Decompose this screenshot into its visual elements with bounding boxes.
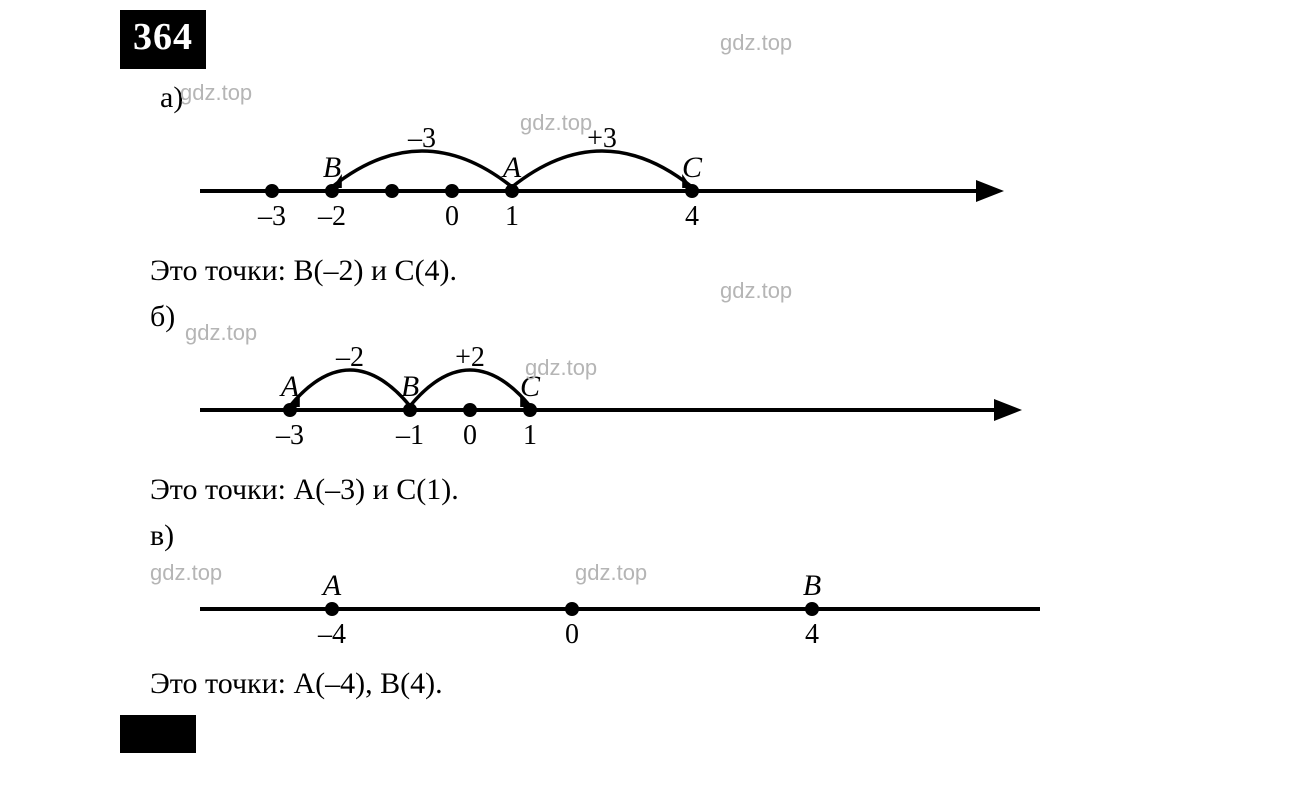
- arc-label: +3: [587, 123, 617, 154]
- tick-label: 0: [565, 619, 579, 650]
- next-problem-box: [120, 715, 196, 753]
- number-line: –4 A 0 4 B: [160, 559, 1040, 654]
- arc: [332, 151, 512, 187]
- tick-label: 0: [445, 201, 459, 232]
- tick-label: –3: [257, 201, 286, 232]
- diagram-b: –3A–1B01C–2+2: [160, 340, 1199, 465]
- arc-label: –3: [407, 123, 436, 154]
- arc: [290, 370, 410, 406]
- tick-dot: [385, 184, 399, 198]
- page: 364 а) –3–2B01A4C–3+3 Это точки: B(–2) и…: [0, 0, 1299, 768]
- tick-label: 4: [805, 619, 819, 650]
- tick-dot: [463, 403, 477, 417]
- part-b-label: б): [150, 300, 1199, 334]
- diagram-c: –4 A 0 4 B: [160, 559, 1199, 659]
- arc: [410, 370, 530, 406]
- point-name: B: [803, 569, 821, 602]
- tick-label: –4: [317, 619, 346, 650]
- tick-label: 4: [685, 201, 699, 232]
- problem-number: 364: [120, 10, 206, 69]
- answer-a: Это точки: B(–2) и C(4).: [150, 254, 1199, 288]
- tick-dot: [325, 602, 339, 616]
- tick-dot: [805, 602, 819, 616]
- point-name: A: [321, 569, 342, 602]
- part-c-label: в): [150, 519, 1199, 553]
- answer-b: Это точки: A(–3) и C(1).: [150, 473, 1199, 507]
- number-line: –3A–1B01C–2+2: [160, 340, 1040, 460]
- tick-label: –3: [275, 420, 304, 451]
- arc-label: –2: [335, 342, 364, 373]
- tick-label: 1: [523, 420, 537, 451]
- arc-label: +2: [455, 342, 485, 373]
- tick-label: –1: [395, 420, 424, 451]
- tick-dot: [565, 602, 579, 616]
- tick-dot: [265, 184, 279, 198]
- arc: [512, 151, 692, 187]
- diagram-a: –3–2B01A4C–3+3: [160, 121, 1199, 246]
- tick-label: –2: [317, 201, 346, 232]
- answer-c: Это точки: A(–4), B(4).: [150, 667, 1199, 701]
- tick-label: 1: [505, 201, 519, 232]
- number-line: –3–2B01A4C–3+3: [160, 121, 1040, 241]
- part-a-label: а): [160, 81, 1199, 115]
- tick-dot: [445, 184, 459, 198]
- tick-label: 0: [463, 420, 477, 451]
